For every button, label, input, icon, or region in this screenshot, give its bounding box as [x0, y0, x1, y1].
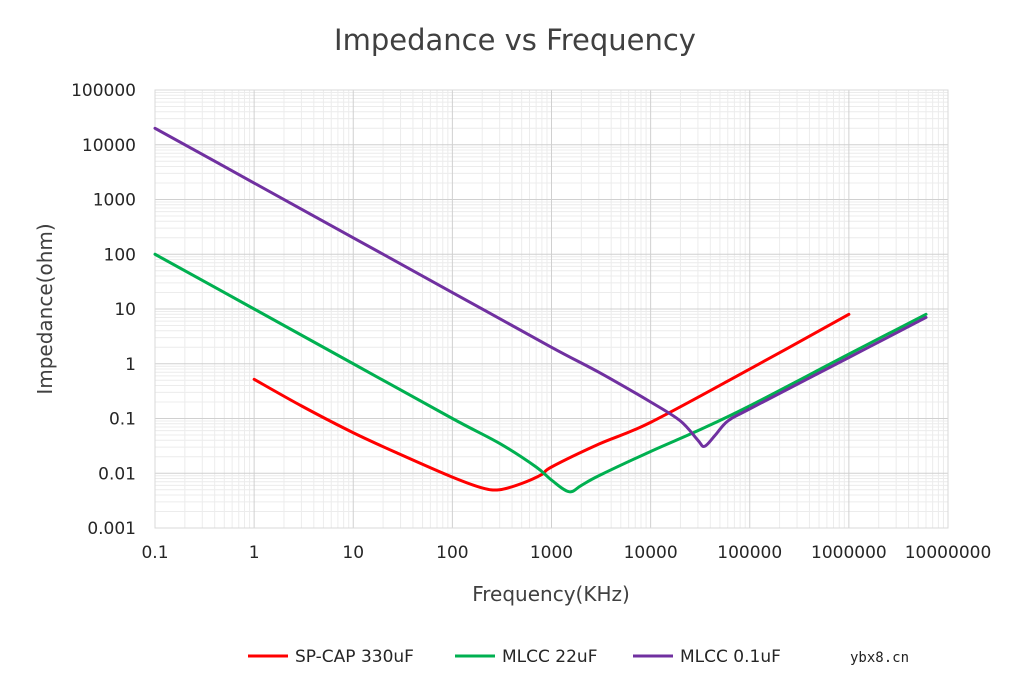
y-tick-label: 0.01	[98, 464, 136, 484]
y-axis-ticks: 0.001 0.01 0.1 1 10 100 1000 10000 100000	[71, 81, 136, 539]
x-tick-label: 0.1	[141, 543, 168, 563]
x-tick-label: 100	[436, 543, 468, 563]
legend-label-2: MLCC 22uF	[502, 647, 597, 667]
y-tick-label: 1	[125, 355, 136, 375]
x-axis-title: Frequency(KHz)	[472, 582, 630, 606]
x-tick-label: 10000000	[905, 543, 992, 563]
series	[153, 126, 928, 494]
x-tick-label: 1000	[530, 543, 573, 563]
watermark: ybx8.cn	[850, 650, 909, 666]
x-tick-label: 10	[342, 543, 364, 563]
x-tick-label: 1	[249, 543, 260, 563]
chart-title: Impedance vs Frequency	[334, 23, 696, 57]
plot-area-border	[154, 89, 949, 529]
y-tick-label: 100	[104, 245, 136, 265]
y-tick-label: 10000	[82, 136, 136, 156]
x-tick-label: 10000	[624, 543, 678, 563]
legend-label-1: SP-CAP 330uF	[295, 647, 414, 667]
legend-label-3: MLCC 0.1uF	[680, 647, 781, 667]
y-axis-title: Impedance(ohm)	[33, 223, 57, 394]
x-tick-label: 1000000	[811, 543, 887, 563]
y-tick-label: 0.1	[109, 410, 136, 430]
y-tick-label: 100000	[71, 81, 136, 101]
series-line-2	[153, 252, 928, 494]
x-axis-ticks: 0.1 1 10 100 1000 10000 100000 1000000 10000000	[141, 543, 991, 563]
y-tick-label: 1000	[93, 191, 136, 211]
y-tick-label: 0.001	[87, 519, 136, 539]
x-tick-label: 100000	[717, 543, 782, 563]
series-line-3	[153, 126, 928, 448]
legend: SP-CAP 330uF MLCC 22uF MLCC 0.1uF	[248, 647, 781, 667]
y-tick-label: 10	[114, 300, 136, 320]
